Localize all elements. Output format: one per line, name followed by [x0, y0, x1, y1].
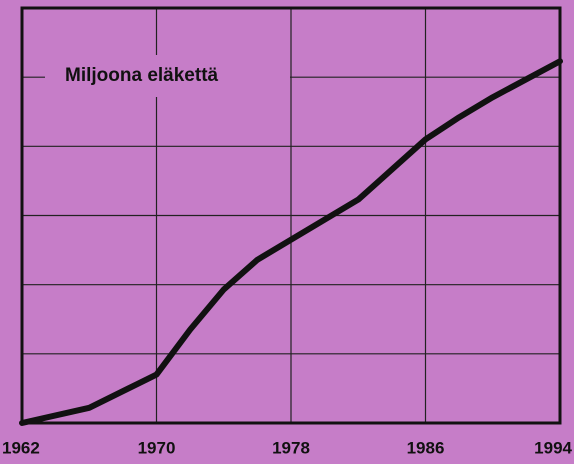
title-backdrop [45, 55, 290, 97]
x-tick-label: 1994 [534, 438, 572, 457]
chart-title: Miljoona eläkettä [65, 65, 219, 86]
x-tick-label: 1978 [272, 438, 310, 457]
plot-border [20, 6, 562, 425]
x-tick-label: 1970 [138, 438, 176, 457]
line [19, 58, 563, 426]
x-tick-label: 1986 [407, 438, 445, 457]
x-tick-label: 1962 [2, 438, 40, 457]
